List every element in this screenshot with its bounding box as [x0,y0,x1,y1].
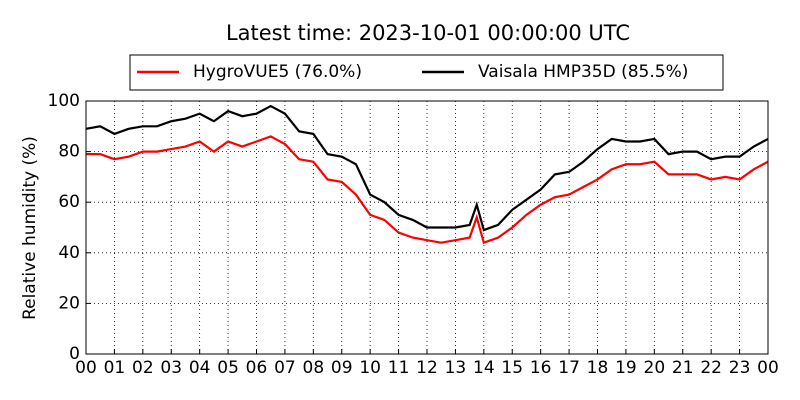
x-tick-label: 08 [303,358,325,378]
x-tick-label: 21 [672,358,694,378]
x-tick-label: 11 [388,358,410,378]
y-tick-label: 40 [58,243,80,263]
legend-label: Vaisala HMP35D (85.5%) [478,62,688,82]
line-series [86,135,769,245]
x-tick-label: 23 [729,358,751,378]
x-tick-label: 02 [132,358,154,378]
x-tick-label: 05 [217,358,239,378]
line-series [85,104,769,232]
x-tick-label: 10 [359,358,381,378]
x-tick-label: 04 [189,358,211,378]
x-tick-label: 17 [558,358,580,378]
y-tick-label: 80 [58,142,80,162]
y-axis-label: Relative humidity (%) [20,136,40,320]
x-tick-label: 16 [530,358,552,378]
x-tick-label: 22 [700,358,722,378]
plot-frame [85,100,769,355]
x-tick-label: 13 [445,358,467,378]
x-tick-label: 00 [757,358,779,378]
x-tick-label: 07 [274,358,296,378]
x-tick-label: 20 [644,358,666,378]
x-tick-label: 01 [104,358,126,378]
chart-title: Latest time: 2023-10-01 00:00:00 UTC [226,21,630,45]
legend-label: HygroVUE5 (76.0%) [193,62,362,82]
x-tick-label: 19 [615,358,637,378]
y-tick-label: 0 [69,344,80,364]
x-tick-label: 06 [246,358,268,378]
x-tick-label: 14 [473,358,495,378]
y-tick-label: 60 [58,192,80,212]
x-tick-label: 18 [587,358,609,378]
x-tick-label: 12 [416,358,438,378]
x-tick-label: 15 [501,358,523,378]
x-tick-label: 09 [331,358,353,378]
y-tick-label: 20 [58,293,80,313]
x-tick-label: 03 [160,358,182,378]
x-tick-label: 00 [75,358,97,378]
y-tick-label: 100 [48,91,80,111]
